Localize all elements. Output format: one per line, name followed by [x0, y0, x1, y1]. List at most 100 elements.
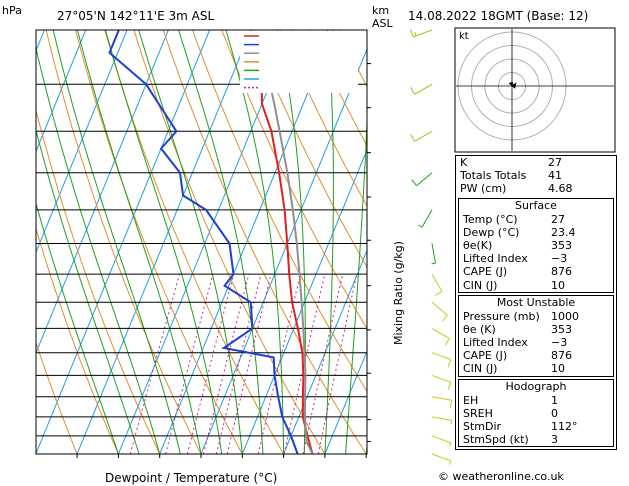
index-row: CIN (J) 10 [459, 362, 613, 375]
wind-barb [431, 396, 453, 409]
wind-barb [410, 130, 433, 142]
index-value: 876 [551, 265, 572, 279]
isotherm-line [36, 30, 87, 153]
wind-barb-flag [410, 134, 416, 142]
isotherm-line [324, 349, 367, 454]
wind-barb-staff [431, 435, 451, 444]
wind-barb-staff [431, 301, 448, 316]
isotherm-line [36, 30, 45, 52]
index-label: CAPE (J) [463, 349, 508, 363]
wind-barb-flag [448, 460, 452, 465]
surface-section: Surface Temp (°C) 27 Dewp (°C) 23.4 θe(K) 353… [458, 197, 614, 293]
wind-barb-flag [410, 87, 416, 95]
index-label: Totals Totals [460, 169, 527, 183]
wind-barb-staff [414, 130, 433, 142]
dry-adiabat-line [279, 30, 367, 208]
index-value: 353 [551, 322, 572, 336]
index-value: 27 [551, 212, 565, 226]
hodograph-section: Hodograph EH 1 SREH 0 StmDir 112° StmSpd (kt) 3 [458, 378, 614, 448]
index-value: 1000 [551, 309, 579, 323]
index-row: Totals Totals 41 [456, 169, 616, 182]
index-label: K [460, 156, 468, 169]
asl-label: ASL [372, 17, 394, 30]
index-value: −3 [551, 252, 568, 266]
wet-adiabat-line [178, 30, 264, 454]
index-label: StmDir [463, 420, 502, 433]
wind-barb-staff [431, 273, 443, 292]
legend-background [240, 31, 358, 93]
wind-barb-flag [449, 400, 453, 409]
index-value: 10 [551, 278, 565, 292]
wind-barb-flag [450, 420, 453, 425]
wind-barb [410, 29, 433, 38]
wind-barb-staff [431, 374, 451, 383]
indices-panel: K 27 Totals Totals 41 PW (cm) 4.68 Surface Te… [455, 155, 617, 451]
wind-barb-flag [411, 179, 418, 186]
datetime-title: 14.08.2022 18GMT (Base: 12) [408, 9, 588, 23]
index-row: Lifted Index −3 [459, 336, 613, 349]
dry-adiabat-line [36, 108, 161, 454]
location-title: 27°05'N 142°11'E 3m ASL [57, 9, 214, 23]
wind-barb-flag [414, 31, 417, 36]
wind-barb-staff [431, 453, 451, 462]
series-line-temperature [260, 84, 314, 454]
index-label: θe (K) [463, 322, 496, 336]
wind-barb-flag [448, 442, 452, 447]
wind-barb-flag [441, 314, 448, 322]
index-row: K 27 [456, 156, 616, 169]
isotherm-line [283, 249, 367, 454]
index-value: 1 [551, 393, 558, 407]
isotherm-line [76, 30, 252, 454]
isotherm-line [117, 30, 293, 454]
index-value: 3 [551, 433, 558, 447]
wind-barb [418, 209, 433, 228]
index-row: CAPE (J) 876 [459, 265, 613, 278]
legend [240, 31, 358, 93]
series-line-parcel-trajectory [269, 84, 314, 454]
surface-title: Surface [515, 198, 557, 212]
index-label: Dewp (°C) [463, 225, 520, 239]
wind-barb-flag [434, 290, 443, 296]
index-label: StmSpd (kt) [463, 433, 529, 447]
index-row: CAPE (J) 876 [459, 349, 613, 362]
dry-adiabat-line [250, 30, 367, 268]
km-axis [367, 63, 371, 442]
index-row: CIN (J) 10 [459, 279, 613, 292]
wind-barb-flag [431, 262, 436, 265]
index-label: PW (cm) [460, 182, 507, 196]
wind-barb [431, 273, 443, 296]
isotherm-line [241, 148, 367, 454]
hpa-label: hPa [2, 4, 22, 17]
index-value: 353 [551, 238, 572, 252]
isotherm-line [159, 30, 335, 454]
wind-barb [431, 416, 453, 425]
wind-barb-staff [414, 83, 433, 95]
index-value: 27 [548, 156, 562, 169]
isotherm-line [36, 30, 128, 254]
wind-barb-flag [410, 29, 414, 38]
index-row: θe(K) 353 [459, 239, 613, 252]
x-axis-label: Dewpoint / Temperature (°C) [105, 471, 277, 485]
wind-barb-staff [416, 172, 433, 187]
index-label: Temp (°C) [463, 212, 518, 226]
index-row: StmSpd (kt) 3 [459, 433, 613, 446]
index-label: θe(K) [463, 238, 493, 252]
index-label: SREH [463, 406, 493, 420]
wet-adiabat-line [36, 45, 161, 454]
index-value: 876 [551, 349, 572, 363]
wind-barb [410, 83, 433, 95]
index-label: Lifted Index [463, 336, 528, 350]
wind-barb [431, 243, 436, 265]
hodograph: kt [454, 27, 616, 153]
wind-barb-staff [431, 396, 452, 401]
most-unstable-title: Most Unstable [496, 295, 576, 309]
wind-barb-staff [431, 243, 436, 264]
most-unstable-section: Most Unstable Pressure (mb) 1000 θe (K) 353… [458, 294, 614, 377]
index-row: PW (cm) 4.68 [456, 182, 616, 195]
hodograph-trace [508, 81, 517, 89]
isotherm-line [36, 30, 211, 454]
hodograph-unit-label: kt [459, 31, 469, 42]
index-row: EH 1 [459, 394, 613, 407]
mixing-ratio-line [203, 273, 250, 454]
